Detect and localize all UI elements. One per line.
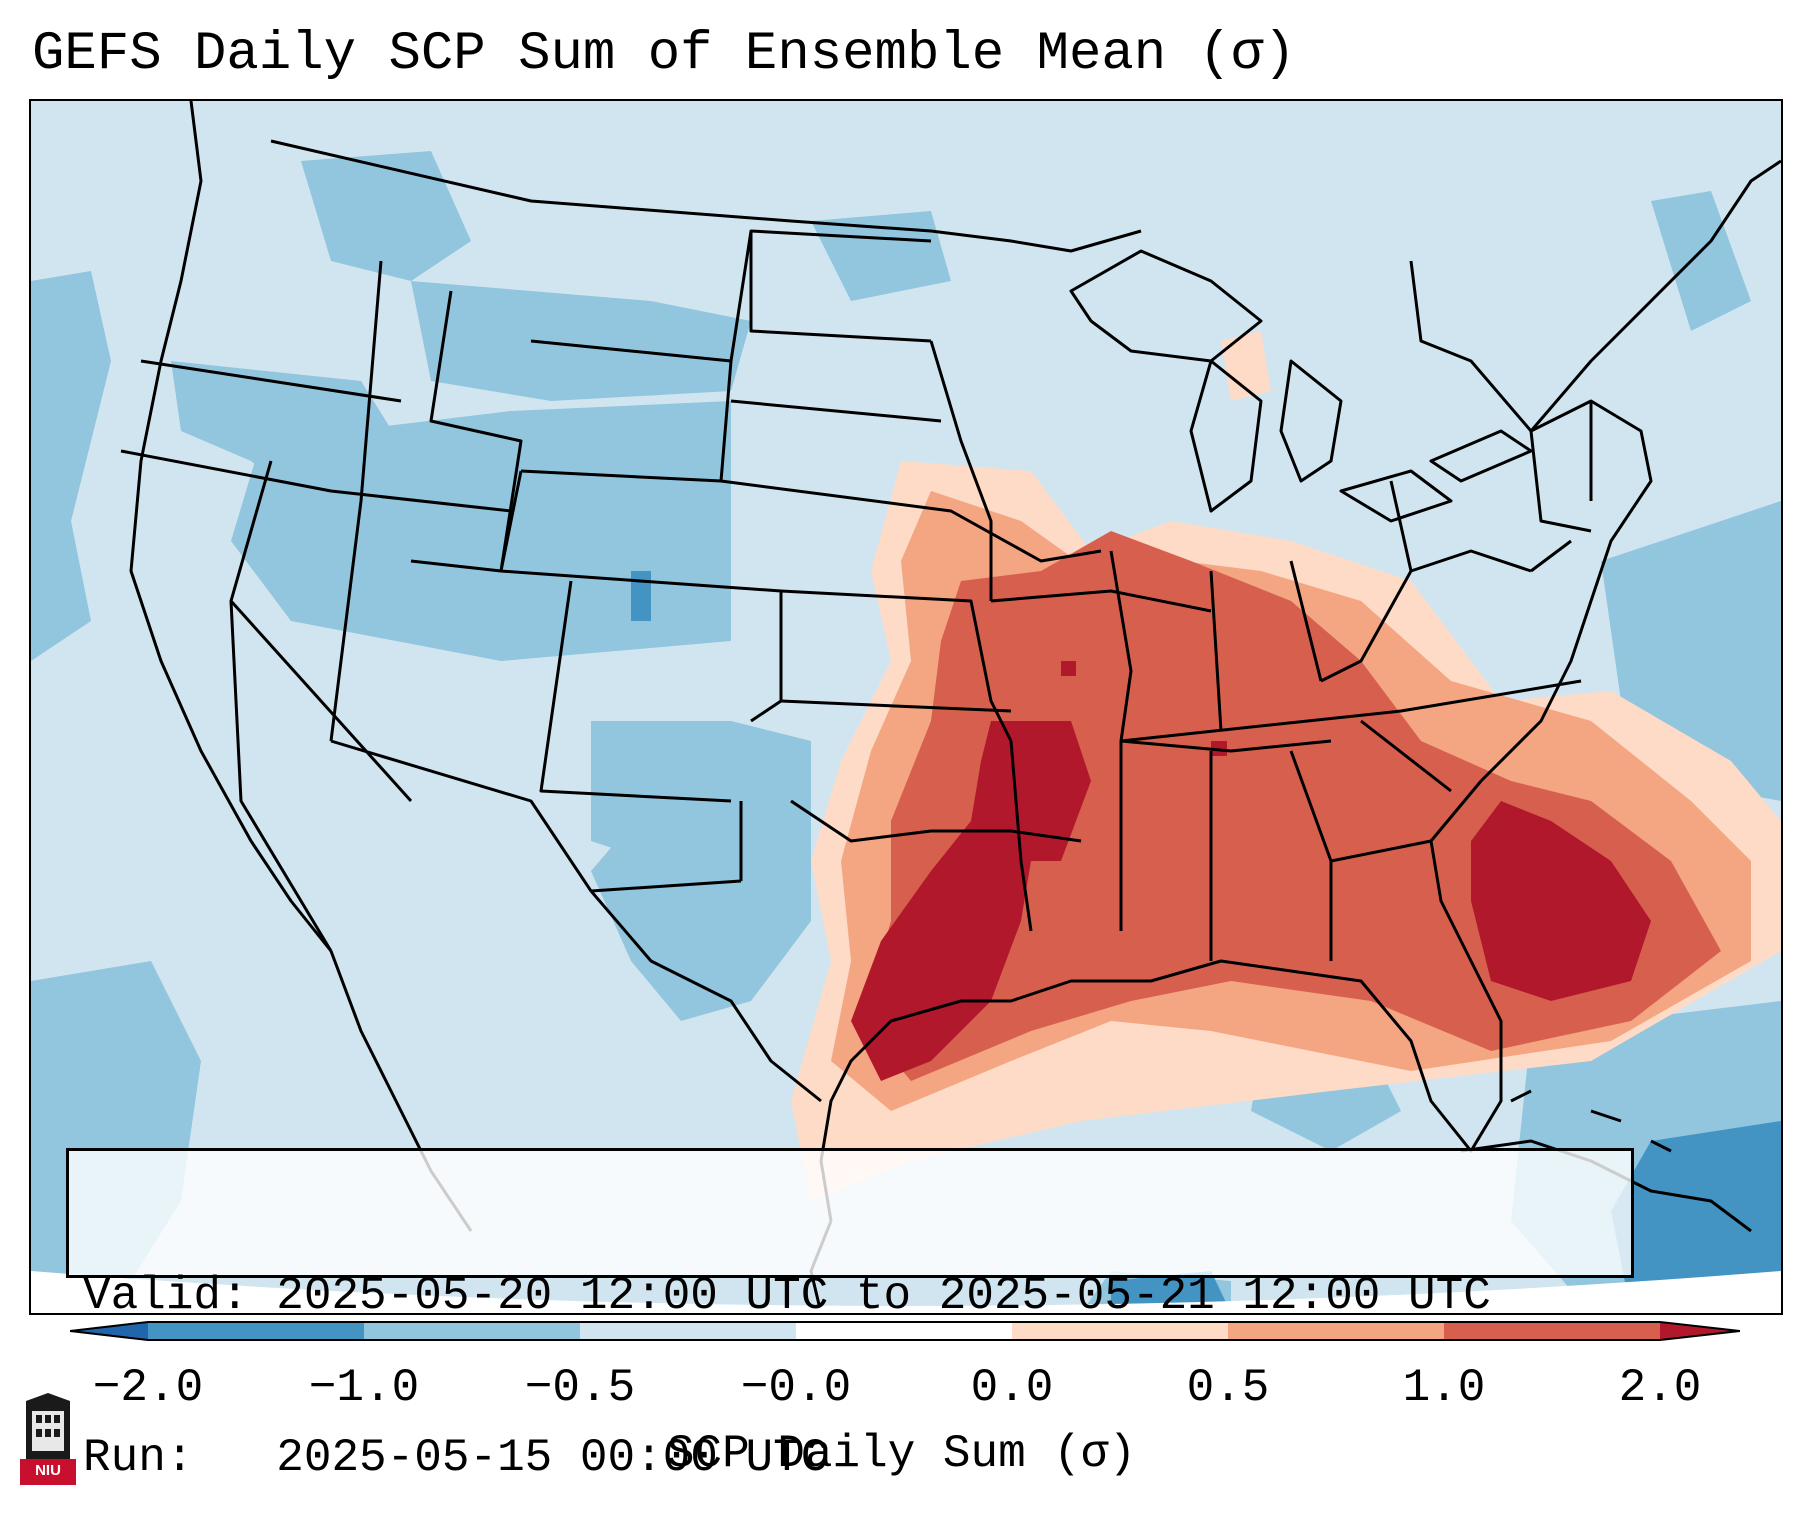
colorbar-segment-1: [148, 1322, 364, 1340]
colorbar-label: SCP Daily Sum (σ): [666, 1428, 1137, 1480]
niu-logo-text: NIU: [35, 1462, 61, 1479]
colorbar-tick-5: 0.0: [970, 1362, 1054, 1414]
niu-logo-icon: [20, 1393, 76, 1485]
colorbar-tick-2: −1.0: [308, 1362, 420, 1414]
colorbar-tick-7: 1.0: [1402, 1362, 1486, 1414]
colorbar-tick-4: −0.0: [740, 1362, 852, 1414]
niu-logo: NIU: [20, 1393, 76, 1485]
colorbar-segment-5: [1012, 1322, 1228, 1340]
valid-time-text: Valid: 2025-05-20 12:00 UTC to 2025-05-2…: [83, 1270, 1491, 1322]
colorbar-tick-3: −0.5: [524, 1362, 636, 1414]
colorbar-segment-6: [1228, 1322, 1444, 1340]
map-svg: [31, 101, 1781, 1313]
run-time-text: Run: 2025-05-15 00:00 UTC: [83, 1432, 829, 1484]
colorbar-outline: [70, 1321, 1740, 1341]
colorbar-tick-6: 0.5: [1186, 1362, 1270, 1414]
colorbar: [70, 1321, 1740, 1341]
colorbar-tick-8: 2.0: [1618, 1362, 1702, 1414]
colorbar-segment-4: [796, 1322, 1012, 1340]
extreme-positive-regions: [851, 661, 1651, 1081]
colorbar-tick-1: −2.0: [92, 1362, 204, 1414]
colorbar-over-arrow: [1660, 1322, 1740, 1340]
colorbar-under-arrow: [70, 1322, 148, 1340]
chart-title: GEFS Daily SCP Sum of Ensemble Mean (σ): [32, 24, 1296, 85]
map-panel[interactable]: [29, 99, 1783, 1315]
colorbar-segment-7: [1444, 1322, 1660, 1340]
colorbar-segment-2: [364, 1322, 580, 1340]
valid-run-info-box: Valid: 2025-05-20 12:00 UTC to 2025-05-2…: [66, 1148, 1634, 1484]
projection-edge: [31, 1271, 1781, 1313]
colorbar-segment-3: [580, 1322, 796, 1340]
